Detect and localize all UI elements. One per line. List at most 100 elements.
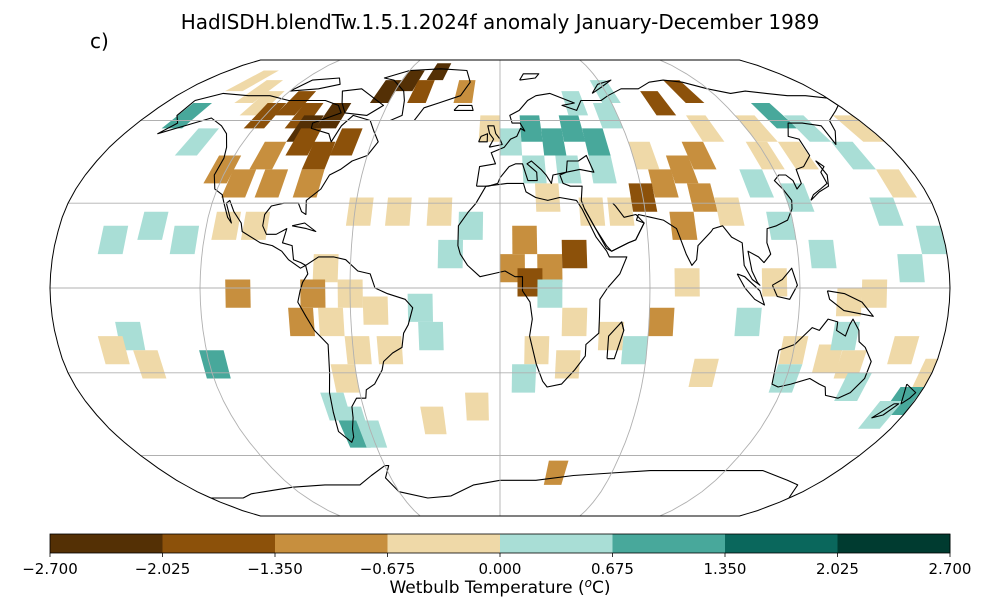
grid-cell bbox=[607, 197, 635, 226]
grid-cell bbox=[669, 211, 698, 240]
grid-cell bbox=[535, 183, 561, 212]
grid-cell bbox=[648, 307, 675, 337]
grid-cell bbox=[686, 183, 718, 212]
grid-cell bbox=[628, 141, 660, 170]
grid-cell bbox=[478, 115, 500, 142]
grid-cell bbox=[783, 115, 832, 142]
coastline-arctic-islands bbox=[289, 77, 341, 92]
grid-cell bbox=[524, 336, 550, 365]
grid-cell bbox=[897, 254, 925, 283]
grid-cell bbox=[344, 336, 372, 365]
grid-cell bbox=[665, 155, 699, 184]
coastline-uk bbox=[487, 125, 503, 148]
grid-cell bbox=[221, 169, 257, 198]
grid-cell bbox=[832, 115, 885, 142]
colorbar-tick-label: −1.350 bbox=[247, 560, 303, 578]
grid-cell bbox=[578, 197, 606, 226]
colorbar-tick-label: −2.025 bbox=[135, 560, 191, 578]
coastline-novaya bbox=[591, 79, 612, 94]
colorbar-tick-label: 2.700 bbox=[929, 560, 972, 578]
coastline-ireland bbox=[478, 133, 489, 143]
grid-cell bbox=[915, 225, 947, 255]
grid-cell bbox=[292, 169, 325, 198]
grid-cell bbox=[312, 254, 339, 283]
grid-cell bbox=[887, 336, 920, 365]
grid-cell bbox=[777, 141, 819, 170]
grid-cell bbox=[750, 103, 798, 129]
grid-cell bbox=[537, 279, 563, 308]
grid-cell bbox=[761, 268, 788, 297]
grid-cell bbox=[511, 364, 537, 393]
grid-cell bbox=[169, 225, 200, 255]
grid-cell bbox=[458, 211, 484, 240]
coastline-africa bbox=[457, 182, 628, 388]
grid-cell bbox=[453, 80, 476, 103]
colorbar-tick-label: −0.675 bbox=[360, 560, 416, 578]
map-outline bbox=[49, 59, 951, 517]
grid-cell bbox=[211, 211, 242, 240]
grid-cell bbox=[225, 70, 279, 92]
grid-cell bbox=[199, 350, 231, 379]
grid-cell bbox=[274, 91, 317, 116]
grid-cell bbox=[161, 103, 212, 129]
grid-cell bbox=[558, 115, 586, 142]
grid-cell bbox=[522, 155, 547, 184]
coastline-arabia-red bbox=[584, 202, 645, 252]
grid-cell bbox=[663, 80, 705, 103]
grid-cell bbox=[561, 239, 588, 269]
colorbar-segment bbox=[725, 534, 838, 553]
coastline-greenland bbox=[383, 68, 471, 122]
grid-cell bbox=[288, 307, 315, 337]
grid-cell bbox=[318, 307, 345, 337]
grid-cell bbox=[418, 321, 444, 351]
grid-cell bbox=[426, 197, 453, 226]
grid-cell bbox=[133, 350, 167, 379]
coastline-cuba bbox=[291, 222, 317, 233]
colorbar-tick-label: 0.675 bbox=[591, 560, 634, 578]
colorbar-segment bbox=[162, 534, 276, 553]
colorbar-tick-label: 1.350 bbox=[704, 560, 747, 578]
grid-cell bbox=[519, 115, 543, 142]
grid-cell bbox=[681, 141, 717, 170]
grid-cell bbox=[97, 336, 130, 365]
grid-cell bbox=[714, 197, 745, 226]
coastline-sumatra bbox=[736, 273, 766, 306]
grid-cell bbox=[465, 392, 489, 421]
grid-cell bbox=[174, 128, 219, 156]
grid-cell bbox=[239, 91, 285, 116]
anomaly-grid bbox=[97, 63, 950, 485]
colorbar-segment bbox=[837, 534, 951, 553]
colorbar-segment bbox=[50, 534, 163, 553]
coastline-antarctica bbox=[211, 465, 799, 499]
grid-cell bbox=[808, 239, 837, 269]
grid-cell bbox=[555, 155, 582, 184]
grid-cell bbox=[582, 128, 611, 156]
graticule bbox=[50, 60, 950, 516]
colorbar-segment bbox=[500, 534, 613, 553]
grid-cell bbox=[300, 279, 326, 308]
grid-cell bbox=[225, 279, 251, 308]
grid-cell bbox=[420, 406, 447, 435]
grid-cell bbox=[812, 344, 844, 373]
grid-cell bbox=[254, 169, 289, 198]
colorbar-segment bbox=[387, 534, 501, 553]
colorbar-tick-label: 2.025 bbox=[816, 560, 859, 578]
grid-cell bbox=[541, 128, 567, 156]
coastline-new-guinea bbox=[826, 290, 874, 317]
grid-cell bbox=[240, 211, 271, 240]
grid-cell bbox=[285, 128, 322, 156]
grid-cell bbox=[648, 169, 679, 198]
grid-cell bbox=[592, 103, 624, 129]
grid-cell bbox=[394, 70, 425, 92]
grid-cell bbox=[554, 350, 581, 379]
coastline-baffin bbox=[341, 88, 385, 116]
colorbar-tick-label: 0.000 bbox=[479, 560, 522, 578]
colorbar-label: Wetbulb Temperature (oC) bbox=[389, 576, 610, 598]
grid-cell bbox=[407, 80, 435, 103]
grid-cell bbox=[512, 225, 538, 255]
grid-cell bbox=[500, 128, 523, 156]
grid-cell bbox=[831, 141, 876, 170]
grid-cell bbox=[686, 115, 725, 142]
colorbar-segment bbox=[612, 534, 726, 553]
